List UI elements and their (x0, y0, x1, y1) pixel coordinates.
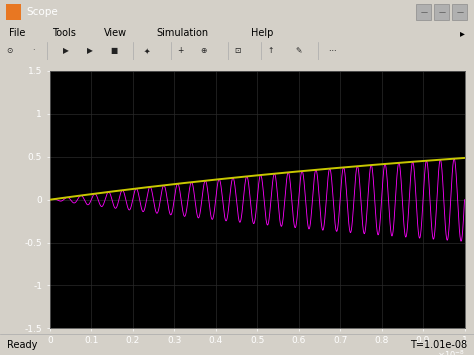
Bar (452, 4, 467, 20)
Text: Help: Help (251, 28, 273, 38)
Text: —: — (438, 9, 445, 15)
Text: Simulation: Simulation (156, 28, 209, 38)
Text: Scope: Scope (26, 7, 58, 17)
Text: Tools: Tools (52, 28, 76, 38)
Text: ⊕: ⊕ (201, 46, 207, 55)
Text: ↑: ↑ (267, 46, 273, 55)
Text: View: View (104, 28, 128, 38)
Text: ▸: ▸ (460, 28, 465, 38)
Text: T=1.01e-08: T=1.01e-08 (410, 340, 467, 350)
Text: ⊡: ⊡ (234, 46, 240, 55)
Text: Ready: Ready (7, 340, 37, 350)
Text: ⋯: ⋯ (328, 46, 336, 55)
Text: ▶: ▶ (64, 46, 69, 55)
Text: File: File (9, 28, 26, 38)
Text: ·: · (32, 46, 35, 55)
Text: —: — (456, 9, 463, 15)
Text: $\times10^{-8}$: $\times10^{-8}$ (437, 349, 465, 355)
Text: +: + (177, 46, 183, 55)
Text: ⊙: ⊙ (6, 46, 13, 55)
Text: ✎: ✎ (295, 46, 302, 55)
Bar (6, 4, 21, 20)
Text: ✦: ✦ (144, 46, 150, 55)
Bar (416, 4, 431, 20)
Text: —: — (420, 9, 427, 15)
Text: ■: ■ (110, 46, 118, 55)
Text: ▶: ▶ (87, 46, 93, 55)
Bar (434, 4, 449, 20)
